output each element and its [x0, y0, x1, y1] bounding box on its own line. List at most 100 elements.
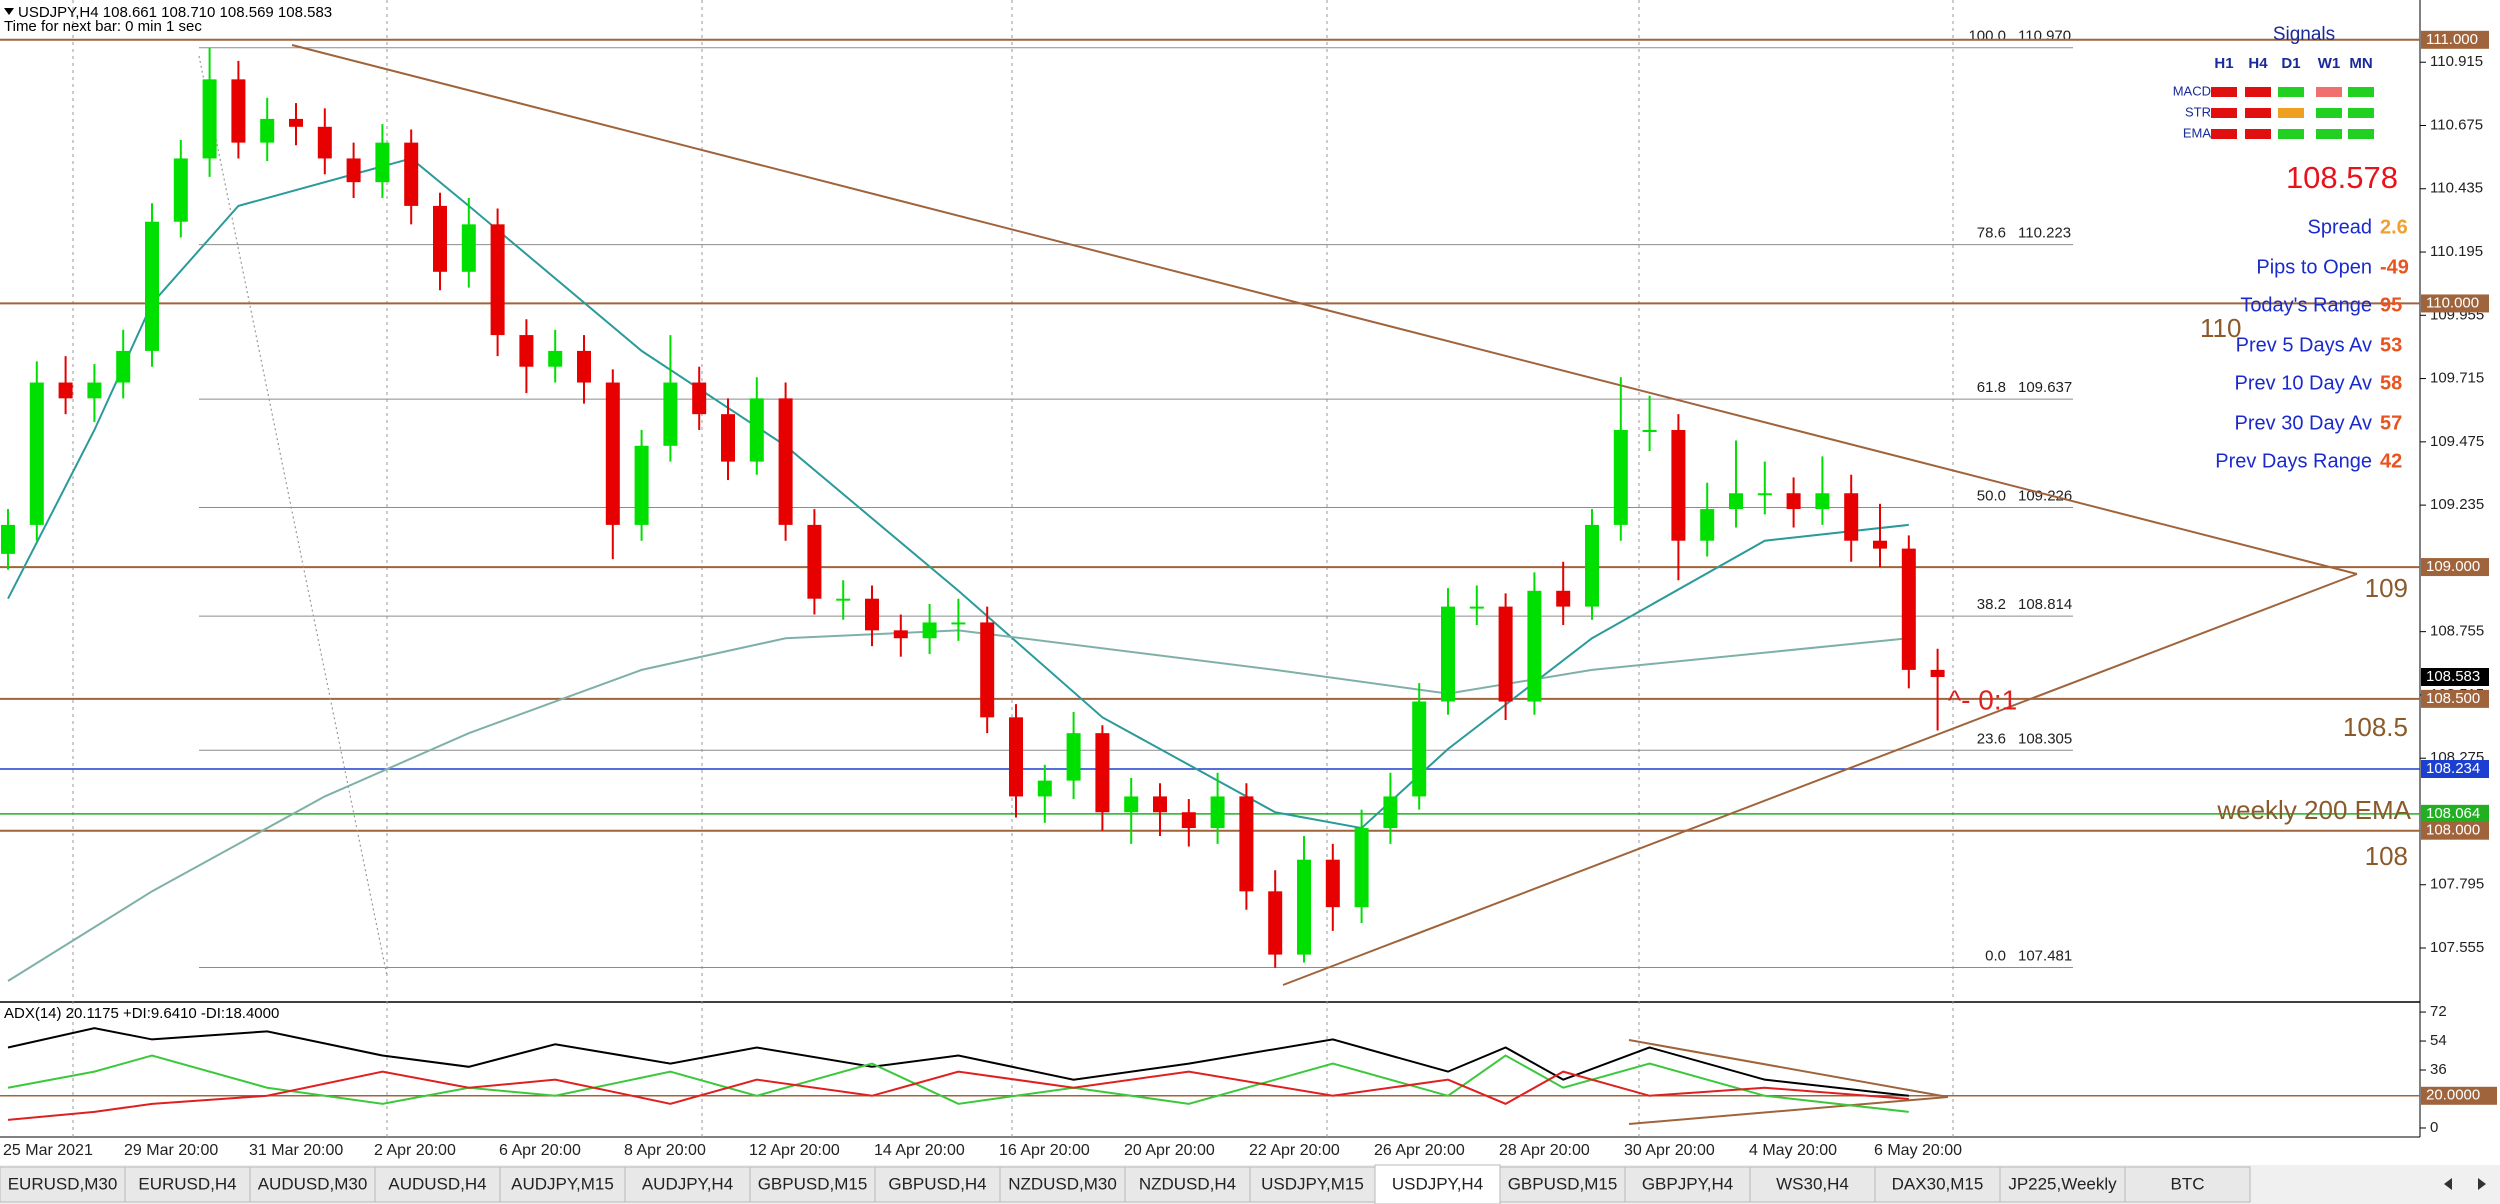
- candle-body: [1268, 891, 1283, 955]
- candle-body: [1729, 493, 1743, 510]
- x-tick-label: 4 May 20:00: [1749, 1142, 1837, 1159]
- tab[interactable]: [749, 1166, 876, 1203]
- x-tick-label: 8 Apr 20:00: [624, 1142, 706, 1159]
- level-value-box: [2421, 1086, 2497, 1105]
- tab[interactable]: [124, 1166, 251, 1203]
- candle-body: [663, 382, 678, 446]
- level-price-box: [2421, 689, 2489, 708]
- signal-column: H4: [2248, 55, 2268, 72]
- y-tick-label: 109.475: [2430, 433, 2484, 450]
- candle-body: [893, 630, 908, 639]
- level-price-box: [2421, 30, 2489, 49]
- tab-label[interactable]: USDJPY,H4: [1392, 1174, 1483, 1193]
- candle-body: [1181, 812, 1196, 829]
- tab-label[interactable]: NZDUSD,H4: [1139, 1174, 1236, 1193]
- tab-label[interactable]: GBPJPY,H4: [1642, 1174, 1733, 1193]
- tab[interactable]: [249, 1166, 376, 1203]
- x-tick-label: 12 Apr 20:00: [749, 1142, 840, 1159]
- candle-body: [577, 350, 591, 383]
- tab[interactable]: [624, 1166, 751, 1203]
- level-price-label: 110.000: [2426, 294, 2479, 311]
- tab[interactable]: [1124, 1166, 1251, 1203]
- tab-label[interactable]: JP225,Weekly: [2008, 1174, 2117, 1193]
- tabs-scroll-left[interactable]: [2444, 1178, 2452, 1190]
- tab-label[interactable]: NZDUSD,M30: [1008, 1174, 1117, 1193]
- fib-price: 108.814: [2018, 596, 2072, 613]
- annotation: 109: [2365, 573, 2408, 603]
- y-tick-label: 36: [2430, 1061, 2447, 1078]
- candle-body: [1239, 796, 1254, 892]
- signal-row-label: STR: [2185, 104, 2211, 119]
- candle-body: [1153, 796, 1167, 813]
- candle-body: [634, 445, 649, 525]
- candle-body: [231, 79, 246, 143]
- x-tick-label: 2 Apr 20:00: [374, 1142, 456, 1159]
- tab-label[interactable]: DAX30,M15: [1892, 1174, 1984, 1193]
- tab[interactable]: [874, 1166, 1001, 1203]
- info-label: Today's Range: [2240, 294, 2372, 316]
- fib-ratio: 23.6: [1977, 730, 2006, 747]
- tab-label[interactable]: USDJPY,M15: [1261, 1174, 1364, 1193]
- candle-body: [1210, 796, 1225, 829]
- level-price-label: 108.064: [2426, 805, 2480, 822]
- candle-body: [1095, 733, 1110, 813]
- tab-label[interactable]: AUDUSD,M30: [258, 1174, 368, 1193]
- tab[interactable]: [1499, 1166, 1626, 1203]
- tab-label[interactable]: BTC: [2171, 1174, 2205, 1193]
- candle-body: [58, 382, 73, 399]
- tab[interactable]: [0, 1166, 126, 1203]
- tab-label[interactable]: AUDJPY,H4: [642, 1174, 733, 1193]
- tab[interactable]: [2124, 1166, 2251, 1203]
- candle-body: [1325, 859, 1340, 908]
- tab[interactable]: [1874, 1166, 2001, 1203]
- fib-ratio: 0.0: [1985, 947, 2006, 964]
- tab[interactable]: [1749, 1166, 1876, 1203]
- tabs-scroll-right[interactable]: [2478, 1178, 2486, 1190]
- candle-body: [1, 524, 15, 554]
- tab-label[interactable]: GBPUSD,M15: [758, 1174, 868, 1193]
- tab-label[interactable]: GBPUSD,H4: [888, 1174, 986, 1193]
- tab[interactable]: [374, 1166, 501, 1203]
- tab-label[interactable]: GBPUSD,M15: [1508, 1174, 1618, 1193]
- tab-label[interactable]: EURUSD,H4: [138, 1174, 236, 1193]
- info-value: -49: [2380, 256, 2409, 278]
- signal-cell: [2245, 108, 2271, 118]
- y-tick-label: 110.435: [2430, 180, 2483, 197]
- tab-label[interactable]: EURUSD,M30: [8, 1174, 118, 1193]
- level-price-box: [2421, 760, 2489, 779]
- annotation: 108.5: [2343, 712, 2408, 742]
- signal-cell: [2316, 129, 2342, 139]
- y-tick-label: 54: [2430, 1032, 2447, 1049]
- tab-label[interactable]: WS30,H4: [1776, 1174, 1849, 1193]
- candle-body: [145, 221, 159, 351]
- collapse-icon[interactable]: [4, 8, 14, 15]
- x-tick-label: 6 May 20:00: [1874, 1142, 1962, 1159]
- info-label: Pips to Open: [2256, 256, 2372, 278]
- signal-row-label: MACD: [2173, 83, 2211, 98]
- x-tick-label: 28 Apr 20:00: [1499, 1142, 1590, 1159]
- candle-body: [1498, 606, 1513, 702]
- trendline: [291, 44, 2358, 575]
- tab[interactable]: [1249, 1166, 1376, 1203]
- tab[interactable]: [1999, 1166, 2126, 1203]
- y-tick-label: 110.195: [2430, 243, 2483, 260]
- candle-body: [87, 382, 102, 399]
- fib-ratio: 78.6: [1977, 225, 2006, 242]
- candle-body: [317, 126, 332, 159]
- tab-label[interactable]: AUDUSD,H4: [388, 1174, 486, 1193]
- level-price-box: [2421, 821, 2489, 840]
- info-value: 95: [2380, 294, 2402, 316]
- level-price-label: 111.000: [2426, 31, 2478, 48]
- tab[interactable]: [999, 1166, 1126, 1203]
- x-tick-label: 29 Mar 20:00: [124, 1142, 218, 1159]
- tab[interactable]: [499, 1166, 626, 1203]
- fib-price: 108.305: [2018, 730, 2072, 747]
- tab[interactable]: [1624, 1166, 1751, 1203]
- x-tick-label: 22 Apr 20:00: [1249, 1142, 1340, 1159]
- trendline: [1628, 1096, 1949, 1125]
- signal-column: H1: [2214, 55, 2233, 72]
- tab-label[interactable]: AUDJPY,M15: [511, 1174, 614, 1193]
- level-price-label: 108.583: [2426, 668, 2480, 685]
- y-tick-label: 107.795: [2430, 876, 2484, 893]
